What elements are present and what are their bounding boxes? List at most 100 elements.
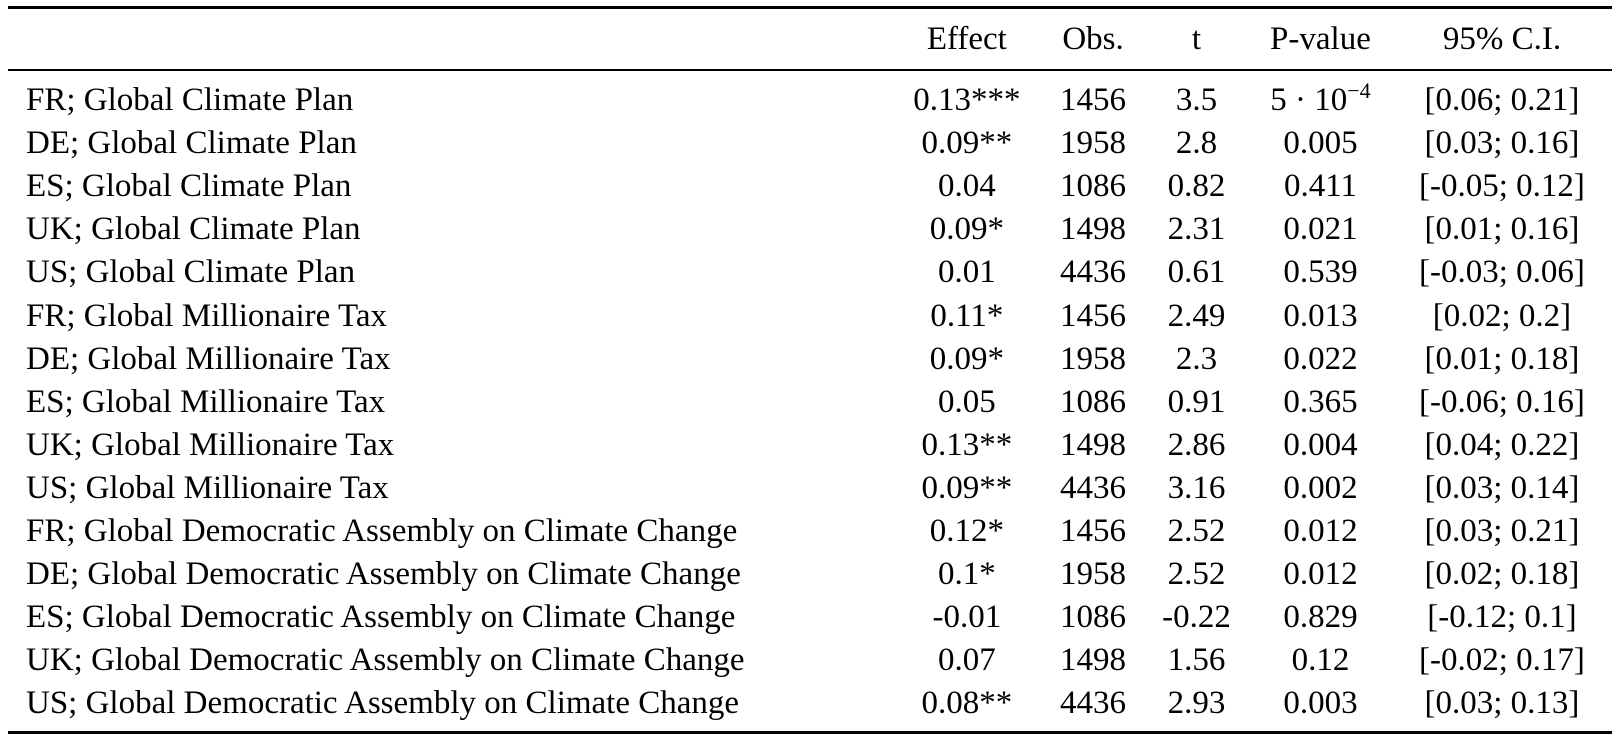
row-effect-text: -0.01	[932, 599, 1002, 636]
row-p-value: 0.021	[1249, 208, 1392, 251]
table-row: UK; Global Climate Plan 0.09* 1498 2.31 0.02…	[8, 208, 1612, 251]
row-p-value-text: 0.013	[1283, 297, 1358, 334]
row-label-text: ES; Global Millionaire Tax	[26, 383, 386, 420]
row-p-value-text: 0.002	[1283, 469, 1358, 506]
row-effect-text: 0.13**	[921, 426, 1013, 463]
row-label: US; Global Millionaire Tax	[8, 467, 892, 510]
row-label: US; Global Democratic Assembly on Climat…	[8, 682, 892, 733]
row-obs-text: 1498	[1060, 426, 1127, 463]
row-p-value: 5 · 10−4	[1249, 70, 1392, 122]
row-label: DE; Global Climate Plan	[8, 122, 892, 165]
row-t: 2.52	[1144, 510, 1249, 553]
row-label: FR; Global Climate Plan	[8, 70, 892, 122]
row-obs: 1498	[1042, 424, 1144, 467]
row-label-text: FR; Global Climate Plan	[26, 82, 354, 119]
row-ci-text: [0.03; 0.13]	[1424, 685, 1580, 722]
header-effect: Effect	[926, 20, 1007, 57]
row-p-value-text: 0.411	[1283, 168, 1357, 205]
results-table: Effect Obs. t P-value 95% C.I. FR; Globa…	[8, 6, 1612, 734]
row-obs-text: 1958	[1060, 125, 1127, 162]
row-p-value-text: 0.012	[1283, 556, 1358, 593]
row-ci-text: [0.02; 0.2]	[1432, 297, 1572, 334]
row-t: 2.49	[1144, 294, 1249, 337]
row-label-text: FR; Global Democratic Assembly on Climat…	[26, 512, 738, 549]
row-t-text: 0.91	[1167, 383, 1226, 420]
row-label-text: UK; Global Millionaire Tax	[26, 426, 395, 463]
row-t-text: 3.5	[1175, 82, 1218, 119]
row-p-value: 0.829	[1249, 596, 1392, 639]
row-effect-text: 0.04	[937, 168, 996, 205]
table-row: US; Global Climate Plan 0.01 4436 0.61 0.539…	[8, 251, 1612, 294]
row-p-value-text: 0.829	[1283, 599, 1358, 636]
row-obs-text: 1498	[1060, 642, 1127, 679]
row-obs-text: 4436	[1060, 685, 1127, 722]
row-p-value-text: 0.004	[1283, 426, 1358, 463]
row-t: 1.56	[1144, 639, 1249, 682]
table-row: DE; Global Democratic Assembly on Climat…	[8, 553, 1612, 596]
table-row: UK; Global Democratic Assembly on Climat…	[8, 639, 1612, 682]
header-obs: Obs.	[1062, 20, 1124, 57]
row-ci: [0.02; 0.18]	[1392, 553, 1612, 596]
row-obs: 1958	[1042, 338, 1144, 381]
row-obs: 1086	[1042, 381, 1144, 424]
row-p-value-text: 5 · 10	[1270, 82, 1348, 119]
table-row: ES; Global Millionaire Tax 0.05 1086 0.91 0.…	[8, 381, 1612, 424]
row-obs: 1456	[1042, 294, 1144, 337]
row-t: -0.22	[1144, 596, 1249, 639]
row-obs-text: 1958	[1060, 556, 1127, 593]
row-obs-text: 1958	[1060, 340, 1127, 377]
row-p-value: 0.003	[1249, 682, 1392, 733]
row-label: DE; Global Millionaire Tax	[8, 338, 892, 381]
row-ci-text: [-0.02; 0.17]	[1419, 642, 1585, 679]
row-obs: 1498	[1042, 639, 1144, 682]
table-row: FR; Global Democratic Assembly on Climat…	[8, 510, 1612, 553]
row-ci-text: [0.02; 0.18]	[1424, 556, 1580, 593]
row-obs: 4436	[1042, 251, 1144, 294]
row-obs: 1958	[1042, 553, 1144, 596]
row-t: 2.3	[1144, 338, 1249, 381]
row-ci: [-0.12; 0.1]	[1392, 596, 1612, 639]
row-ci-text: [0.06; 0.21]	[1424, 82, 1580, 119]
row-effect: 0.1*	[892, 553, 1043, 596]
row-label: UK; Global Climate Plan	[8, 208, 892, 251]
row-t-text: -0.22	[1162, 599, 1231, 636]
row-ci: [0.03; 0.13]	[1392, 682, 1612, 733]
row-p-value: 0.022	[1249, 338, 1392, 381]
row-effect: 0.07	[892, 639, 1043, 682]
row-t-text: 2.52	[1167, 512, 1226, 549]
row-label-text: US; Global Democratic Assembly on Climat…	[26, 685, 740, 722]
row-ci-text: [-0.12; 0.1]	[1427, 599, 1577, 636]
row-p-value-text: 0.005	[1283, 125, 1358, 162]
row-t-text: 2.8	[1175, 125, 1218, 162]
table-row: DE; Global Climate Plan 0.09** 1958 2.8 0.00…	[8, 122, 1612, 165]
row-label-text: DE; Global Millionaire Tax	[26, 340, 391, 377]
table-body: FR; Global Climate Plan 0.13*** 1456 3.5 5 ·…	[8, 70, 1612, 733]
row-t: 2.86	[1144, 424, 1249, 467]
row-effect: 0.13**	[892, 424, 1043, 467]
table-row: US; Global Millionaire Tax 0.09** 4436 3.16…	[8, 467, 1612, 510]
row-ci: [0.06; 0.21]	[1392, 70, 1612, 122]
row-ci-text: [0.01; 0.16]	[1424, 211, 1580, 248]
row-effect: 0.09**	[892, 467, 1043, 510]
header-ci: 95% C.I.	[1442, 20, 1562, 57]
row-label: ES; Global Millionaire Tax	[8, 381, 892, 424]
row-ci: [0.03; 0.16]	[1392, 122, 1612, 165]
row-obs: 4436	[1042, 682, 1144, 733]
row-ci: [0.01; 0.16]	[1392, 208, 1612, 251]
row-ci-text: [0.03; 0.21]	[1424, 512, 1580, 549]
row-obs-text: 1498	[1060, 211, 1127, 248]
row-p-value-text: 0.012	[1283, 512, 1358, 549]
table-row: FR; Global Climate Plan 0.13*** 1456 3.5 5 ·…	[8, 70, 1612, 122]
header-t: t	[1191, 20, 1202, 57]
row-effect-text: 0.05	[937, 383, 996, 420]
row-effect: 0.11*	[892, 294, 1043, 337]
row-ci-text: [0.03; 0.14]	[1424, 469, 1580, 506]
row-obs-text: 1456	[1060, 512, 1127, 549]
row-effect-text: 0.09*	[929, 211, 1004, 248]
row-t: 2.93	[1144, 682, 1249, 733]
table-row: DE; Global Millionaire Tax 0.09* 1958 2.3 0.…	[8, 338, 1612, 381]
row-obs: 1086	[1042, 165, 1144, 208]
row-obs-text: 1456	[1060, 297, 1127, 334]
row-t: 3.5	[1144, 70, 1249, 122]
row-t: 3.16	[1144, 467, 1249, 510]
